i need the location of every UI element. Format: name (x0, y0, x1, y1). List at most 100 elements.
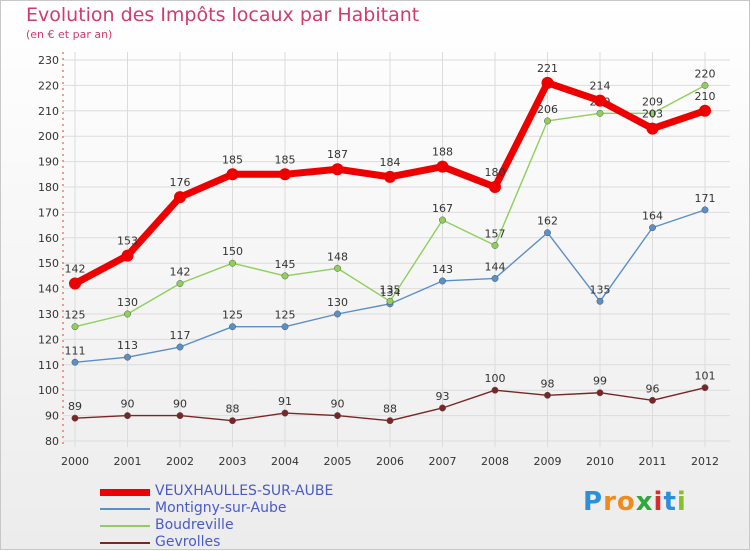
data-point (646, 122, 659, 135)
data-label: 134 (380, 286, 401, 299)
data-label: 91 (278, 395, 292, 408)
data-point (491, 274, 499, 282)
data-label: 99 (593, 375, 607, 388)
x-tick-label: 2012 (691, 455, 719, 468)
data-label: 101 (695, 370, 716, 383)
x-tick-label: 2009 (534, 455, 562, 468)
data-point (594, 94, 606, 107)
data-point (649, 109, 656, 117)
data-point (229, 259, 236, 267)
data-point (541, 76, 554, 89)
data-label: 206 (537, 103, 558, 116)
data-point (124, 310, 131, 318)
data-label: 125 (65, 309, 86, 322)
logo-letter: t (663, 487, 677, 517)
data-label: 98 (541, 377, 555, 390)
data-point (176, 343, 184, 351)
logo-letter: i (676, 487, 687, 517)
data-label: 117 (170, 329, 191, 342)
legend-swatch (100, 542, 150, 544)
data-point (281, 323, 289, 331)
data-label: 153 (117, 235, 138, 248)
legend-swatch (100, 508, 150, 510)
y-tick-label: 80 (45, 435, 59, 448)
data-point (649, 396, 656, 404)
data-point (71, 414, 79, 422)
data-label: 221 (537, 62, 558, 75)
data-point (439, 216, 446, 224)
y-tick-label: 170 (38, 206, 59, 219)
data-label: 185 (275, 153, 296, 166)
legend-item: Gevrolles (100, 534, 400, 551)
data-point (174, 191, 186, 204)
data-point (71, 323, 79, 331)
data-label: 100 (485, 372, 506, 385)
data-point (384, 170, 396, 183)
data-label: 176 (170, 176, 191, 189)
data-point (491, 386, 499, 394)
data-point (334, 310, 341, 318)
logo-letter: o (616, 487, 636, 517)
data-label: 143 (432, 263, 453, 276)
x-tick-label: 2007 (429, 455, 457, 468)
data-label: 142 (65, 263, 86, 276)
data-label: 88 (226, 403, 240, 416)
x-tick-label: 2005 (324, 455, 352, 468)
data-point (491, 241, 499, 249)
data-point (544, 391, 551, 399)
data-point (386, 417, 394, 425)
data-label: 93 (436, 390, 450, 403)
logo-letter: P (583, 487, 604, 517)
data-point (124, 353, 131, 361)
data-label: 125 (275, 309, 296, 322)
y-tick-label: 90 (45, 410, 59, 423)
data-label: 125 (222, 309, 243, 322)
legend-label: Gevrolles (155, 534, 221, 550)
data-point (229, 323, 236, 331)
data-label: 111 (65, 344, 86, 357)
data-point (229, 417, 236, 425)
data-point (701, 81, 709, 89)
data-label: 135 (590, 283, 611, 296)
data-point (281, 272, 289, 280)
data-label: 185 (222, 153, 243, 166)
data-label: 144 (485, 260, 506, 273)
x-tick-label: 2002 (166, 455, 194, 468)
y-tick-label: 110 (38, 359, 59, 372)
legend-label: Boudreville (155, 517, 234, 533)
data-point (69, 277, 81, 290)
y-tick-label: 220 (38, 79, 59, 92)
data-label: 184 (380, 156, 401, 169)
logo-letter: i (653, 487, 664, 517)
x-tick-label: 2004 (271, 455, 299, 468)
legend-item: VEUXHAULLES-SUR-AUBE (100, 483, 400, 500)
logo-letter: r (603, 487, 617, 517)
legend-swatch (100, 488, 150, 496)
y-tick-label: 120 (38, 333, 59, 346)
proxiti-logo: Proxiti (583, 487, 687, 517)
x-tick-label: 2010 (586, 455, 614, 468)
x-tick-label: 2001 (114, 455, 142, 468)
data-point (121, 249, 134, 262)
data-label: 89 (68, 400, 82, 413)
data-point (489, 181, 501, 193)
data-point (439, 277, 446, 285)
data-label: 135 (380, 283, 401, 296)
data-point (544, 229, 551, 237)
data-label: 90 (173, 398, 187, 411)
legend-label: VEUXHAULLES-SUR-AUBE (155, 483, 334, 499)
data-label: 187 (327, 148, 348, 161)
data-label: 157 (485, 227, 506, 240)
data-label: 130 (117, 296, 138, 309)
x-tick-label: 2011 (639, 455, 667, 468)
data-label: 188 (432, 146, 453, 159)
data-point (226, 168, 239, 181)
y-tick-label: 230 (38, 54, 59, 67)
data-point (436, 160, 449, 173)
data-label: 164 (642, 210, 663, 223)
data-point (281, 409, 289, 417)
data-point (71, 358, 79, 366)
data-label: 145 (275, 258, 296, 271)
